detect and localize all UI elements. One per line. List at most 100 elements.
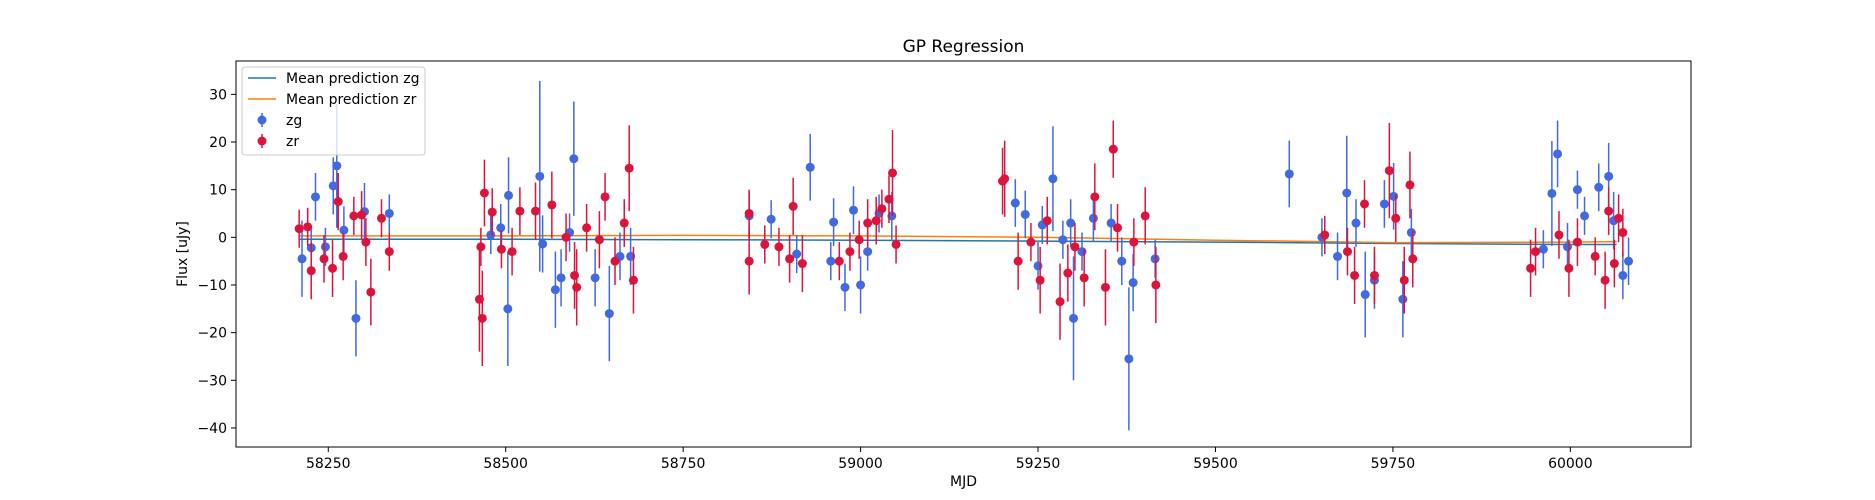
x-tick-label: 59000 xyxy=(838,456,883,472)
data-point xyxy=(1128,278,1138,288)
data-point xyxy=(766,214,776,224)
data-point xyxy=(840,282,850,292)
data-point xyxy=(1538,244,1548,254)
data-point xyxy=(1531,247,1541,257)
data-point xyxy=(600,192,610,202)
x-tick-label: 60000 xyxy=(1548,456,1593,472)
data-point xyxy=(349,211,359,221)
data-point xyxy=(1010,198,1020,208)
x-axis: 58250 58500 58750 59000 59250 59500 59750 60000 xyxy=(306,447,1593,472)
y-tick-label: 20 xyxy=(209,135,227,151)
data-point xyxy=(1035,275,1045,285)
data-point xyxy=(1000,174,1010,184)
data-point xyxy=(1350,270,1360,280)
data-point xyxy=(594,235,604,245)
data-point xyxy=(384,247,394,257)
data-point xyxy=(1117,256,1127,266)
data-point xyxy=(503,304,513,314)
data-point xyxy=(1129,237,1139,247)
data-point xyxy=(1604,206,1614,216)
data-point xyxy=(569,154,579,164)
data-point xyxy=(877,204,887,214)
data-point xyxy=(1600,275,1610,285)
x-axis-label: MJD xyxy=(950,474,977,490)
data-point xyxy=(486,230,496,240)
data-point xyxy=(760,239,770,249)
data-point xyxy=(845,247,855,257)
data-point xyxy=(871,216,881,226)
data-point xyxy=(1113,223,1123,233)
data-point xyxy=(351,313,361,323)
legend-label: Mean prediction zg xyxy=(286,71,420,87)
data-point xyxy=(547,200,557,210)
data-point xyxy=(744,256,754,266)
data-point xyxy=(1100,282,1110,292)
legend-marker-swatch xyxy=(257,136,267,146)
data-point xyxy=(1399,275,1409,285)
data-point xyxy=(496,223,506,233)
data-point xyxy=(848,205,858,215)
data-point xyxy=(1618,228,1628,238)
data-point xyxy=(535,171,545,181)
legend-label: zg xyxy=(286,113,302,129)
data-point xyxy=(1405,180,1415,190)
data-point xyxy=(1526,263,1536,273)
data-point xyxy=(504,190,514,200)
y-tick-label: 30 xyxy=(209,87,227,103)
data-point xyxy=(333,197,343,207)
data-point xyxy=(829,217,839,227)
y-tick-label: −40 xyxy=(197,421,227,437)
data-point xyxy=(384,208,394,218)
data-point xyxy=(1391,213,1401,223)
plot-frame xyxy=(235,60,1692,448)
data-point xyxy=(507,247,517,257)
y-tick-label: 10 xyxy=(209,183,227,199)
data-point xyxy=(1042,216,1052,226)
data-point xyxy=(1594,182,1604,192)
data-point xyxy=(1609,259,1619,269)
y-axis-label: Flux [uJy] xyxy=(175,221,191,287)
data-point xyxy=(1151,280,1161,290)
data-point xyxy=(1070,242,1080,252)
data-point xyxy=(1572,185,1582,195)
data-point xyxy=(477,313,487,323)
y-tick-label: 0 xyxy=(218,230,227,246)
data-point xyxy=(538,239,548,249)
data-point xyxy=(366,287,376,297)
data-point xyxy=(1063,268,1073,278)
data-point xyxy=(1124,354,1134,364)
data-point xyxy=(1351,218,1361,228)
data-point xyxy=(1088,213,1098,223)
data-point xyxy=(339,225,349,235)
data-point xyxy=(1066,218,1076,228)
data-point xyxy=(1624,256,1634,266)
data-point xyxy=(834,256,844,266)
x-tick-label: 59500 xyxy=(1193,456,1238,472)
data-point xyxy=(1284,169,1294,179)
data-point xyxy=(1406,228,1416,238)
data-point xyxy=(561,232,571,242)
data-point xyxy=(788,201,798,211)
data-point xyxy=(891,239,901,249)
data-point xyxy=(1360,199,1370,209)
data-point xyxy=(297,254,307,264)
data-point xyxy=(624,163,634,173)
data-point xyxy=(357,210,367,220)
data-point xyxy=(572,282,582,292)
data-point xyxy=(1590,251,1600,261)
data-point xyxy=(294,224,304,234)
x-tick-label: 59250 xyxy=(1016,456,1061,472)
data-point xyxy=(1342,188,1352,198)
series-zg xyxy=(297,81,1634,431)
data-point xyxy=(328,181,338,191)
data-point xyxy=(479,188,489,198)
data-point xyxy=(303,222,313,232)
data-point xyxy=(332,161,342,171)
data-point xyxy=(496,244,506,254)
data-point xyxy=(854,235,864,245)
data-point xyxy=(531,206,541,216)
series-zr xyxy=(294,120,1628,366)
x-tick-label: 58250 xyxy=(306,456,351,472)
data-point xyxy=(377,213,386,223)
